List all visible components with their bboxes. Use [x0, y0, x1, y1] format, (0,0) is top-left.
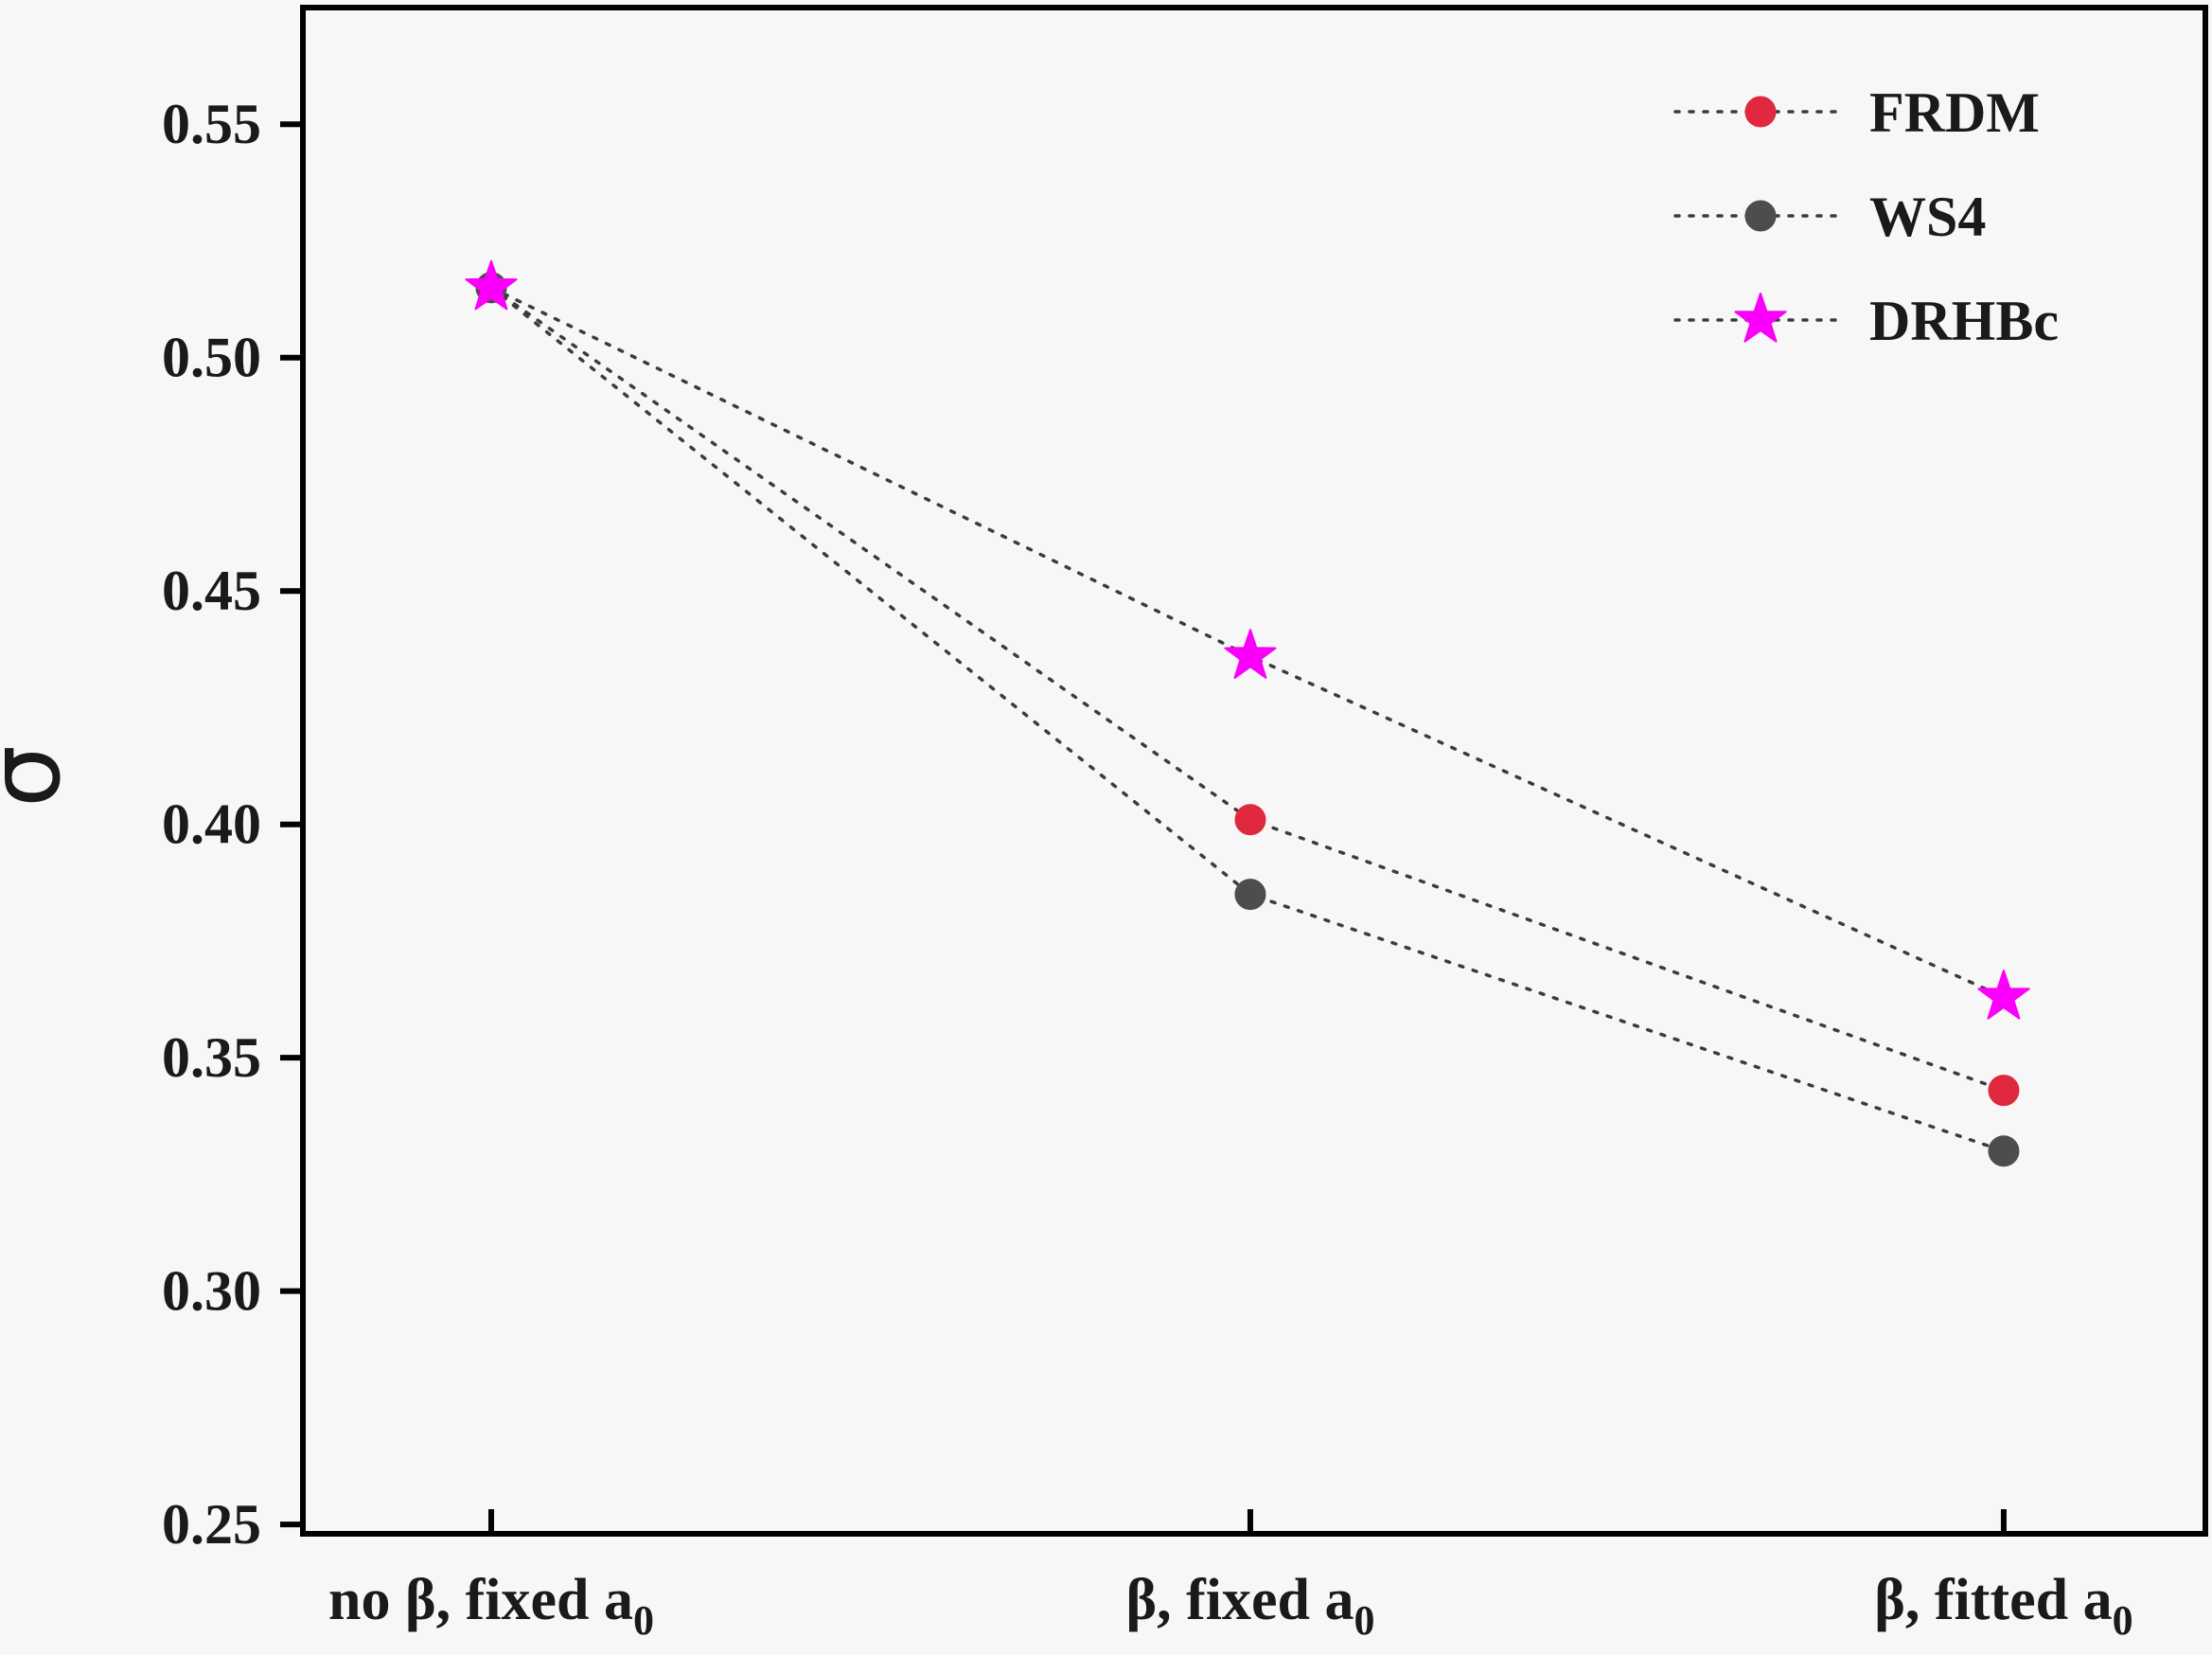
legend-marker-circle	[1744, 96, 1777, 128]
legend-label: FRDM	[1869, 81, 2040, 144]
marker-WS4-1	[1234, 879, 1266, 911]
legend-label: DRHBc	[1869, 290, 2059, 352]
y-tick-label: 0.25	[162, 1493, 261, 1556]
y-axis-label: σ	[0, 745, 82, 808]
y-tick-label: 0.30	[162, 1260, 261, 1323]
series-markers	[465, 259, 2030, 1167]
legend-item-FRDM: FRDM	[1673, 81, 2040, 144]
y-tick-label: 0.45	[162, 560, 261, 622]
chart-legend: FRDM WS4 DRHBc	[1673, 81, 2059, 352]
plot-frame	[300, 5, 2208, 1537]
legend-marker-circle	[1744, 200, 1777, 232]
legend-item-WS4: WS4	[1673, 186, 1986, 248]
marker-DRHBc-0	[465, 259, 518, 311]
y-tick-label: 0.55	[162, 93, 261, 155]
x-tick-label: β, fitted a0	[1874, 1568, 2132, 1644]
axis-ticks: 0.25 0.30 0.35 0.40 0.45 0.50 0.55 no β, fixed …	[162, 93, 2133, 1644]
y-tick-label: 0.35	[162, 1026, 261, 1089]
x-tick-label: no β, fixed a0	[328, 1568, 654, 1644]
marker-WS4-2	[1988, 1135, 2020, 1167]
marker-FRDM-1	[1234, 804, 1266, 836]
legend-marker-star	[1734, 293, 1787, 343]
marker-DRHBc-1	[1224, 629, 1277, 679]
series-line-DRHBc	[489, 286, 2006, 999]
plot-border	[300, 5, 2208, 1537]
marker-DRHBc-2	[1977, 970, 2030, 1020]
y-tick-label: 0.50	[162, 327, 261, 389]
x-tick-label: β, fixed a0	[1125, 1568, 1374, 1644]
legend-label: WS4	[1869, 186, 1986, 248]
y-tick-label: 0.40	[162, 793, 261, 856]
marker-FRDM-2	[1988, 1075, 2020, 1107]
legend-item-DRHBc: DRHBc	[1673, 290, 2059, 352]
